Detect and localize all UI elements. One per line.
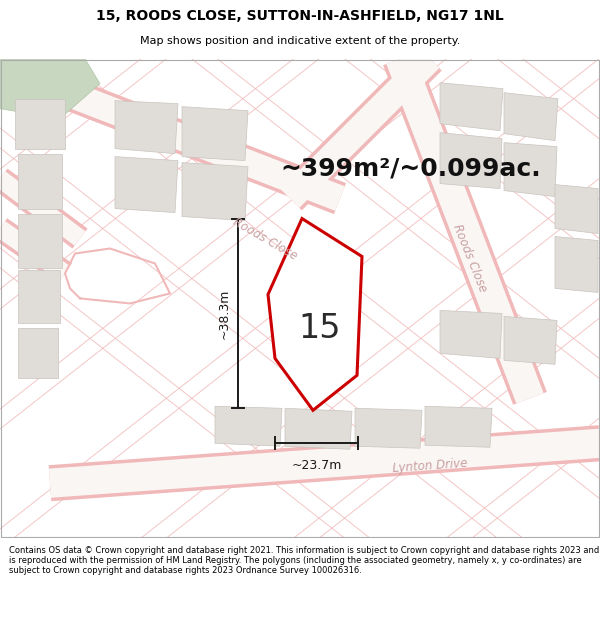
Polygon shape: [115, 157, 178, 212]
Polygon shape: [440, 82, 503, 131]
Polygon shape: [182, 107, 248, 161]
Polygon shape: [18, 328, 58, 378]
Text: Lynton Drive: Lynton Drive: [392, 457, 468, 476]
Text: Roods Close: Roods Close: [230, 215, 299, 262]
Polygon shape: [0, 59, 100, 119]
Polygon shape: [504, 142, 557, 197]
Polygon shape: [285, 408, 352, 449]
Polygon shape: [355, 408, 422, 448]
Text: Contains OS data © Crown copyright and database right 2021. This information is : Contains OS data © Crown copyright and d…: [9, 546, 599, 576]
Polygon shape: [18, 271, 60, 323]
Text: Roods Close: Roods Close: [451, 222, 490, 294]
Text: 15: 15: [299, 312, 341, 345]
Polygon shape: [504, 92, 558, 141]
Polygon shape: [440, 132, 502, 189]
Polygon shape: [555, 184, 598, 234]
Polygon shape: [425, 406, 492, 447]
Polygon shape: [440, 311, 502, 358]
Text: ~23.7m: ~23.7m: [292, 459, 341, 472]
Polygon shape: [182, 162, 248, 221]
Polygon shape: [15, 99, 65, 149]
Polygon shape: [504, 316, 557, 364]
Polygon shape: [215, 406, 282, 446]
Text: Map shows position and indicative extent of the property.: Map shows position and indicative extent…: [140, 36, 460, 46]
Polygon shape: [268, 219, 362, 410]
Polygon shape: [18, 154, 62, 209]
Text: 15, ROODS CLOSE, SUTTON-IN-ASHFIELD, NG17 1NL: 15, ROODS CLOSE, SUTTON-IN-ASHFIELD, NG1…: [96, 9, 504, 23]
Text: ~38.3m: ~38.3m: [218, 288, 230, 339]
Polygon shape: [115, 101, 178, 154]
Text: ~399m²/~0.099ac.: ~399m²/~0.099ac.: [280, 157, 541, 181]
Polygon shape: [555, 236, 598, 292]
Polygon shape: [18, 214, 62, 269]
